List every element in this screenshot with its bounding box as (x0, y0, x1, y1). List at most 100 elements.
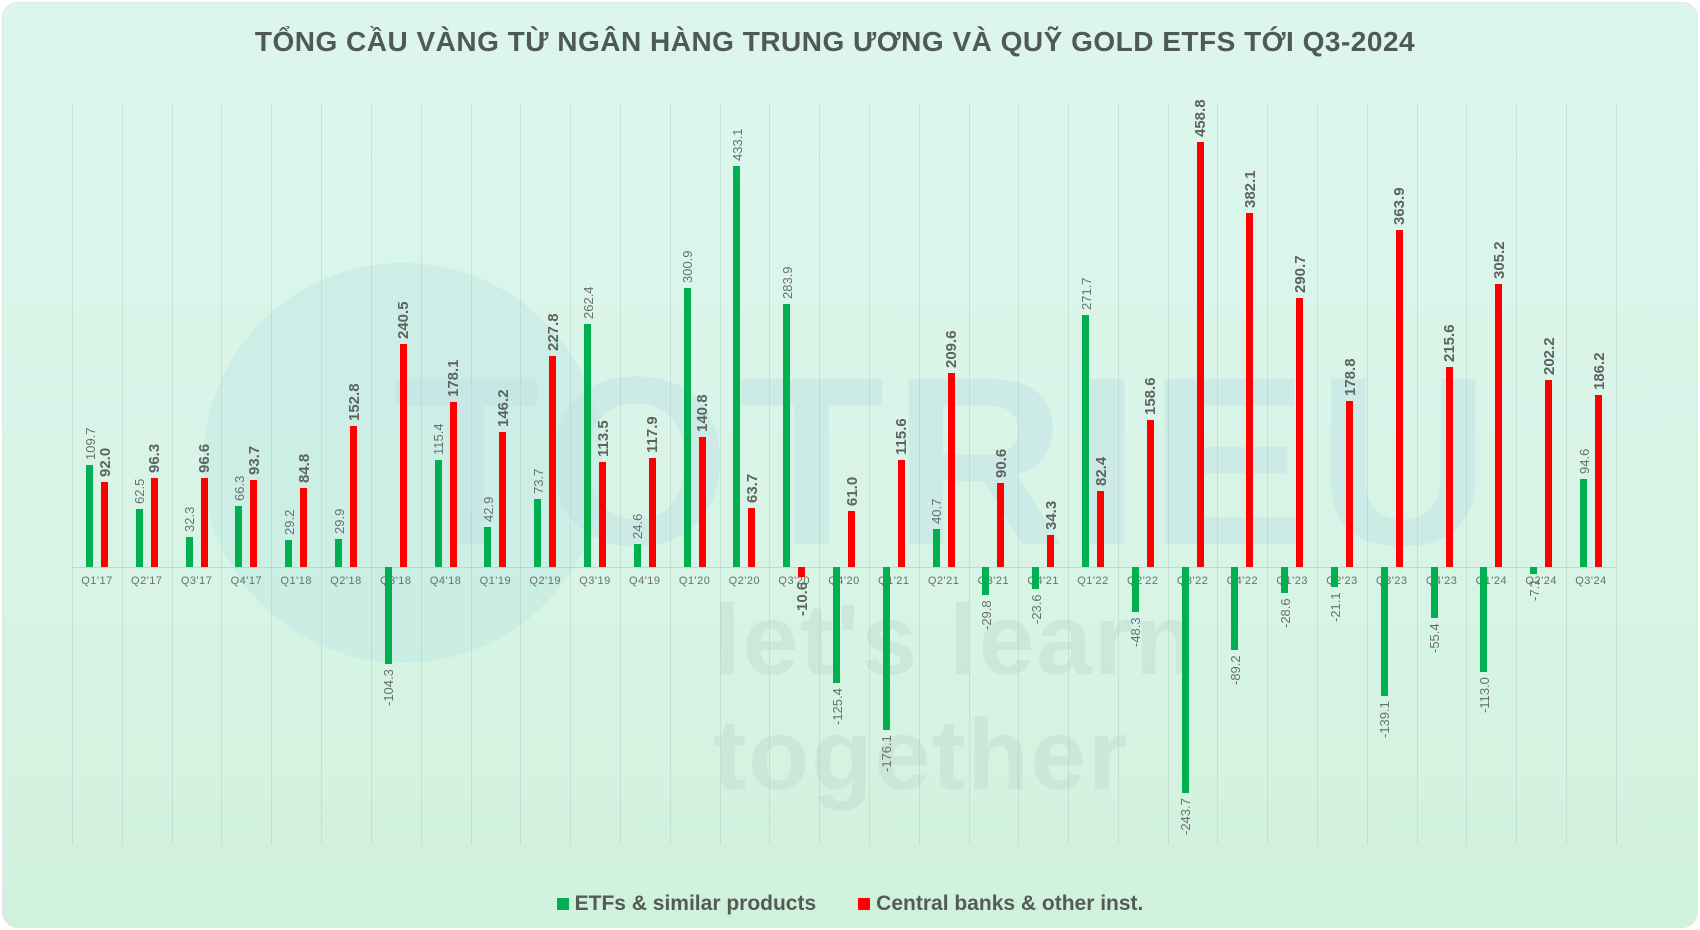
bar-etfs[interactable] (1380, 567, 1388, 696)
bar-central-banks[interactable] (350, 425, 357, 567)
value-label-etfs: -89.2 (1227, 654, 1243, 685)
bar-central-banks[interactable] (101, 481, 108, 567)
bar-etfs[interactable] (683, 288, 691, 567)
legend-item-central-banks[interactable]: Central banks & other inst. (858, 892, 1143, 916)
bar-etfs[interactable] (1530, 567, 1538, 574)
bar-etfs[interactable] (384, 567, 392, 664)
gridline (720, 103, 721, 845)
bar-etfs[interactable] (86, 465, 93, 567)
bar-central-banks[interactable] (1346, 401, 1353, 567)
x-axis-label: Q2'20 (728, 575, 761, 587)
value-label-central-banks: 186.2 (1590, 352, 1608, 390)
chart-title: TỔNG CẦU VÀNG TỪ NGÂN HÀNG TRUNG ƯƠNG VÀ… (254, 26, 1416, 57)
bar-central-banks[interactable] (1296, 297, 1304, 567)
bar-central-banks[interactable] (1246, 213, 1254, 567)
bar-etfs[interactable] (1231, 567, 1239, 650)
gridline (421, 103, 422, 845)
bar-central-banks[interactable] (1395, 230, 1403, 567)
bar-central-banks[interactable] (848, 510, 855, 567)
bar-etfs[interactable] (1032, 567, 1040, 589)
bar-etfs[interactable] (185, 537, 193, 567)
x-axis-label: Q2'21 (927, 575, 960, 587)
value-label-etfs: 24.6 (630, 513, 646, 540)
bar-central-banks[interactable] (997, 483, 1005, 567)
bar-etfs[interactable] (135, 509, 143, 567)
bar-etfs[interactable] (235, 505, 243, 567)
bar-central-banks[interactable] (1047, 535, 1055, 567)
bar-etfs[interactable] (584, 324, 591, 567)
gridline (819, 103, 820, 845)
bar-central-banks[interactable] (1545, 379, 1553, 567)
x-axis-label: Q2'24 (1525, 575, 1557, 587)
bar-etfs[interactable] (1580, 479, 1587, 567)
bar-etfs[interactable] (1131, 567, 1139, 612)
bar-central-banks[interactable] (748, 508, 756, 567)
bar-central-banks[interactable] (648, 457, 656, 567)
bar-central-banks[interactable] (1445, 367, 1453, 567)
bar-central-banks[interactable] (947, 372, 955, 567)
bar-etfs[interactable] (534, 498, 542, 567)
bar-etfs[interactable] (484, 527, 492, 567)
bar-central-banks[interactable] (897, 459, 905, 567)
value-label-etfs: -104.3 (381, 668, 397, 706)
bar-etfs[interactable] (1331, 567, 1338, 587)
bar-central-banks[interactable] (300, 488, 308, 567)
legend-swatch-central-banks (858, 898, 871, 910)
bar-central-banks[interactable] (549, 356, 557, 567)
bar-central-banks[interactable] (798, 567, 806, 577)
gridline (1068, 103, 1069, 845)
bar-central-banks[interactable] (150, 477, 158, 567)
x-axis-label: Q3'19 (579, 575, 611, 587)
value-label-etfs: 62.5 (132, 478, 148, 505)
legend-item-etfs[interactable]: ETFs & similar products (556, 892, 816, 916)
bar-central-banks[interactable] (1495, 284, 1503, 567)
bar-etfs[interactable] (982, 567, 990, 595)
bar-central-banks[interactable] (250, 480, 258, 567)
gridline (670, 103, 671, 845)
bar-central-banks[interactable] (200, 477, 208, 567)
value-label-central-banks: 84.8 (295, 454, 313, 484)
value-label-central-banks: 202.2 (1540, 337, 1558, 375)
gridline (1367, 103, 1368, 845)
x-axis-label: Q3'17 (180, 575, 213, 587)
bar-central-banks[interactable] (449, 402, 457, 567)
bar-etfs[interactable] (833, 567, 840, 684)
bar-etfs[interactable] (285, 539, 293, 567)
bar-central-banks[interactable] (1196, 142, 1204, 567)
value-label-central-banks: 178.8 (1341, 358, 1359, 397)
x-axis-label: Q3'21 (977, 575, 1010, 587)
bar-etfs[interactable] (1430, 567, 1438, 619)
bar-central-banks[interactable] (698, 436, 706, 567)
bar-central-banks[interactable] (499, 431, 507, 567)
value-label-central-banks: 209.6 (943, 330, 961, 368)
bar-etfs[interactable] (733, 165, 741, 567)
gridline (1616, 103, 1617, 845)
value-label-etfs: 73.7 (530, 468, 546, 494)
bar-central-banks[interactable] (1097, 490, 1104, 567)
bar-etfs[interactable] (335, 539, 342, 567)
bar-etfs[interactable] (1082, 315, 1089, 567)
bar-etfs[interactable] (1480, 567, 1488, 672)
bar-etfs[interactable] (1181, 567, 1189, 793)
value-label-central-banks: 240.5 (395, 301, 413, 340)
value-label-central-banks: 63.7 (743, 473, 761, 503)
x-axis-label: Q3'20 (778, 575, 810, 587)
bar-etfs[interactable] (932, 529, 940, 567)
bar-central-banks[interactable] (599, 461, 606, 567)
bar-etfs[interactable] (1281, 567, 1289, 594)
bar-etfs[interactable] (882, 567, 890, 731)
value-label-central-banks: -10.6 (793, 581, 811, 616)
gridline (371, 103, 372, 845)
bar-etfs[interactable] (783, 304, 791, 567)
bar-central-banks[interactable] (1595, 394, 1602, 567)
value-label-etfs: -55.4 (1427, 623, 1443, 654)
value-label-etfs: 29.9 (331, 509, 347, 535)
value-label-central-banks: 290.7 (1291, 255, 1309, 293)
value-label-etfs: -48.3 (1128, 617, 1144, 647)
value-label-central-banks: 34.3 (1042, 501, 1060, 531)
bar-etfs[interactable] (434, 460, 442, 567)
bar-etfs[interactable] (633, 544, 641, 567)
value-label-etfs: -28.6 (1277, 598, 1293, 629)
bar-central-banks[interactable] (399, 344, 407, 567)
bar-central-banks[interactable] (1146, 420, 1154, 567)
